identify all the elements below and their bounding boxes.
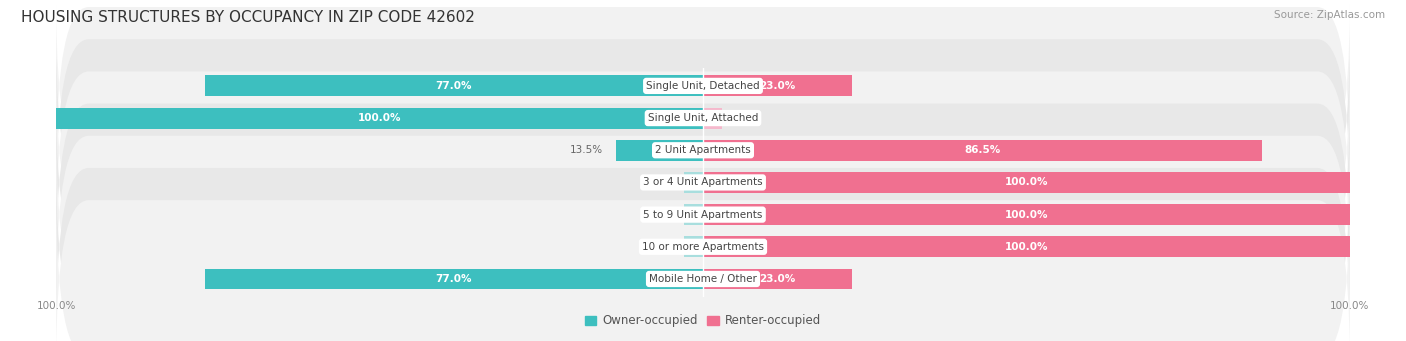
Bar [205,268,703,290]
Text: Single Unit, Attached: Single Unit, Attached [648,113,758,123]
Bar [205,75,703,97]
Text: 100.0%: 100.0% [359,113,401,123]
Text: 86.5%: 86.5% [965,145,1001,155]
Text: 10 or more Apartments: 10 or more Apartments [643,242,763,252]
Text: 0.0%: 0.0% [644,177,671,188]
Legend: Owner-occupied, Renter-occupied: Owner-occupied, Renter-occupied [579,309,827,332]
Text: 77.0%: 77.0% [436,81,472,91]
Bar [703,268,852,290]
Bar [703,140,1263,161]
Text: 77.0%: 77.0% [436,274,472,284]
Bar [683,236,703,257]
Text: 100.0%: 100.0% [1005,177,1047,188]
Bar [703,108,723,129]
Text: 3 or 4 Unit Apartments: 3 or 4 Unit Apartments [643,177,763,188]
Text: HOUSING STRUCTURES BY OCCUPANCY IN ZIP CODE 42602: HOUSING STRUCTURES BY OCCUPANCY IN ZIP C… [21,10,475,25]
Text: 100.0%: 100.0% [1005,242,1047,252]
Text: Mobile Home / Other: Mobile Home / Other [650,274,756,284]
Bar [703,236,1350,257]
Text: 5 to 9 Unit Apartments: 5 to 9 Unit Apartments [644,210,762,220]
Bar [703,172,1350,193]
Text: 23.0%: 23.0% [759,81,796,91]
FancyBboxPatch shape [56,133,1350,297]
Bar [683,172,703,193]
FancyBboxPatch shape [56,197,1350,341]
Text: 13.5%: 13.5% [569,145,603,155]
Text: 2 Unit Apartments: 2 Unit Apartments [655,145,751,155]
Bar [703,75,852,97]
Bar [703,204,1350,225]
Text: 0.0%: 0.0% [644,210,671,220]
Text: 100.0%: 100.0% [1005,210,1047,220]
Text: 0.0%: 0.0% [644,242,671,252]
FancyBboxPatch shape [56,68,1350,232]
FancyBboxPatch shape [56,165,1350,329]
FancyBboxPatch shape [56,36,1350,200]
Text: Source: ZipAtlas.com: Source: ZipAtlas.com [1274,10,1385,20]
FancyBboxPatch shape [56,100,1350,265]
Text: 0.0%: 0.0% [735,113,762,123]
Bar [616,140,703,161]
Bar [683,204,703,225]
Text: 23.0%: 23.0% [759,274,796,284]
FancyBboxPatch shape [56,4,1350,168]
Text: Single Unit, Detached: Single Unit, Detached [647,81,759,91]
Bar [56,108,703,129]
